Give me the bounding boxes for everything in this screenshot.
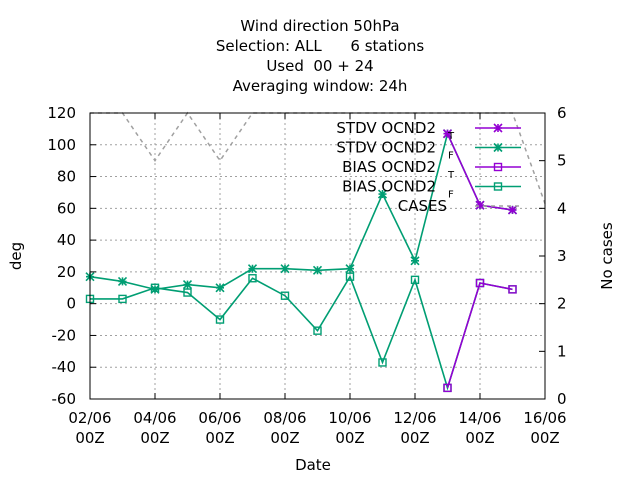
cases-line [90, 111, 546, 204]
data-point-square [183, 288, 192, 297]
data-point-square [248, 274, 257, 283]
x-tick-label-time: 00Z [400, 429, 429, 447]
legend-label: BIAS OCND2 [342, 178, 436, 196]
y-tick-label: -60 [52, 390, 77, 408]
x-tick-label-time: 00Z [335, 429, 364, 447]
y-tick-label: 80 [57, 168, 76, 186]
data-point-star [247, 264, 258, 274]
data-point-star [475, 200, 485, 210]
data-point-star [377, 189, 388, 199]
x-tick-label: 10/06 [328, 409, 371, 427]
y2-tick-label: 3 [557, 247, 567, 265]
series-line [89, 131, 513, 291]
x-axis-label: Date [295, 456, 331, 474]
axis-ticks: -60 -40 -20 0 20 40 60 80 100 120 0 1 2 3 4 5 6 02/06 00Z 0… [47, 104, 566, 447]
series-line [446, 282, 513, 389]
data-point-square [475, 278, 485, 288]
series-line [90, 274, 513, 391]
x-tick-label: 16/06 [523, 409, 566, 427]
legend-label-subscript: F [448, 151, 454, 162]
data-point-star [507, 205, 518, 215]
data-point-square [313, 326, 322, 335]
legend-label-subscript: T [447, 131, 455, 142]
y2-axis-label: No cases [598, 222, 616, 290]
data-point-square [508, 285, 517, 294]
y-tick-label: 100 [47, 136, 76, 154]
x-tick-label-time: 00Z [270, 429, 299, 447]
x-tick-label-time: 00Z [465, 429, 494, 447]
y-tick-label: 40 [57, 231, 76, 249]
series-cases [90, 111, 546, 204]
data-point-star [312, 265, 323, 275]
legend-label: CASES [398, 197, 447, 215]
legend-label: STDV OCND2 [336, 119, 436, 137]
x-tick-label-time: 00Z [75, 429, 104, 447]
x-tick-label: 06/06 [198, 409, 241, 427]
data-point-star [215, 283, 225, 293]
data-point-star [150, 284, 160, 294]
y-tick-label: 120 [47, 104, 76, 122]
data-point-star [182, 280, 193, 290]
series-layer [85, 111, 546, 393]
y2-tick-label: 2 [557, 295, 567, 313]
y-tick-label: 0 [66, 295, 76, 313]
plot-frame [89, 112, 546, 400]
title-line: Averaging window: 24h [233, 77, 408, 95]
legend-item: BIAS OCND2 F [342, 178, 521, 201]
legend-item: STDV OCND2 F [336, 139, 521, 162]
legend-label: BIAS OCND2 [342, 158, 436, 176]
data-point-star [345, 264, 355, 274]
y2-tick-label: 1 [557, 342, 567, 360]
data-point-square [280, 291, 290, 300]
legend-item: BIAS OCND2 T [342, 158, 521, 181]
x-tick-label: 04/06 [133, 409, 176, 427]
data-point-square [378, 358, 387, 367]
x-tick-label-time: 00Z [205, 429, 234, 447]
legend-label: STDV OCND2 [336, 139, 436, 157]
y-tick-label: 60 [57, 199, 76, 217]
legend-label-subscript: F [448, 190, 454, 201]
data-point-square [443, 383, 452, 393]
y2-tick-label: 4 [557, 199, 567, 217]
x-tick-label: 12/06 [393, 409, 436, 427]
title-line: Used 00 + 24 [266, 57, 373, 75]
data-point-star [442, 129, 453, 139]
y2-tick-label: 0 [557, 390, 567, 408]
series-stdv-ocnd2-t [442, 129, 518, 215]
x-tick-label-time: 00Z [530, 429, 559, 447]
legend-marker-star [493, 142, 503, 153]
data-point-square [118, 294, 127, 304]
legend-item: CASES [398, 197, 521, 215]
y-tick-label: -20 [52, 326, 77, 344]
x-tick-label: 02/06 [68, 409, 111, 427]
legend-marker-star [493, 123, 503, 133]
series-bias-ocnd2-t [443, 278, 517, 393]
data-point-square [410, 275, 420, 285]
data-point-square [215, 315, 225, 324]
data-point-star [280, 264, 290, 274]
legend-marker-square [493, 162, 503, 172]
chart-title: Wind direction 50hPa Selection: ALL 6 sta… [216, 17, 424, 95]
data-point-square [345, 272, 355, 281]
data-point-star [117, 276, 128, 286]
grid [90, 113, 545, 399]
x-tick-label: 14/06 [458, 409, 501, 427]
legend-item: STDV OCND2 T [336, 119, 521, 142]
title-line: Selection: ALL 6 stations [216, 37, 424, 55]
x-tick-label-time: 00Z [140, 429, 169, 447]
legend-label-subscript: T [447, 170, 455, 181]
y2-tick-label: 6 [557, 104, 567, 122]
x-tick-label: 08/06 [263, 409, 306, 427]
y-axis-label: deg [7, 242, 25, 270]
data-point-star [410, 256, 420, 266]
title-line: Wind direction 50hPa [240, 17, 399, 35]
y-tick-label: -40 [52, 358, 77, 376]
y-tick-label: 20 [57, 263, 76, 281]
legend-marker-square [493, 182, 503, 191]
y2-tick-label: 5 [557, 152, 567, 170]
